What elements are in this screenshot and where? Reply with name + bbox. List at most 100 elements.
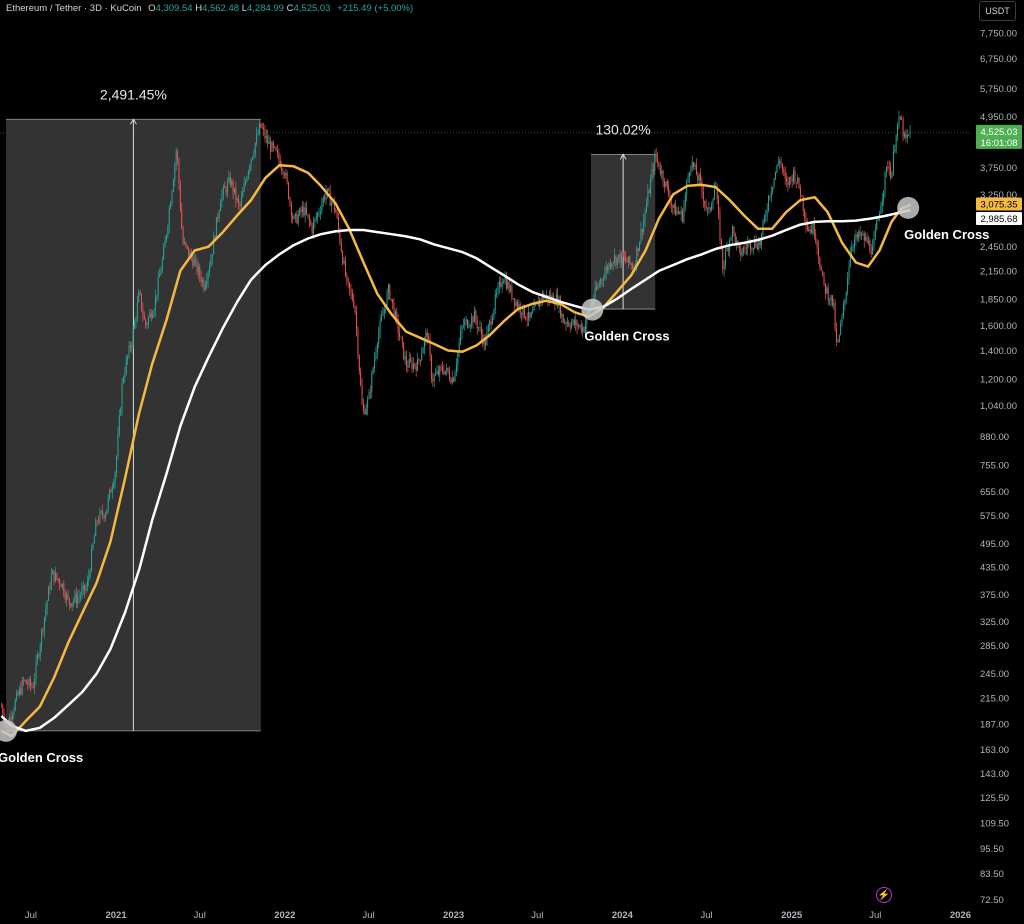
candle-body (256, 134, 258, 144)
candle-body (254, 143, 256, 154)
candle-body (361, 385, 363, 405)
candle-body (221, 193, 223, 203)
candle-body (24, 680, 26, 681)
open-label: O (148, 3, 156, 14)
candle-body (577, 325, 579, 328)
candle-body (887, 166, 889, 168)
candle-body (877, 217, 879, 221)
candle-body (769, 196, 771, 198)
candle-body (197, 266, 199, 273)
candle-body (436, 370, 438, 374)
candle-body (623, 256, 625, 258)
candle-body (462, 325, 464, 327)
candle-body (713, 189, 715, 200)
candle-body (691, 161, 693, 168)
candle-body (383, 309, 385, 315)
candle-body (607, 266, 609, 270)
candle-body (224, 186, 226, 188)
candle-body (25, 680, 27, 684)
candle-body (658, 161, 660, 169)
candle-body (726, 247, 728, 252)
candle-body (18, 688, 20, 695)
price-tick-label: 83.50 (980, 869, 1004, 880)
candle-body (655, 153, 657, 158)
price-tick-label: 1,850.00 (980, 294, 1017, 305)
candle-body (680, 210, 682, 215)
candle-body (755, 240, 757, 247)
candle-body (20, 688, 22, 694)
lightning-icon[interactable]: ⚡ (876, 887, 892, 903)
candle-body (50, 574, 52, 589)
candle-body (397, 318, 399, 333)
candle-body (73, 600, 75, 603)
candle-body (568, 322, 570, 326)
price-axis[interactable]: 7,750.00 6,750.00 5,750.00 4,950.00 3,750.00… (980, 29, 1017, 906)
candle-body (817, 247, 819, 258)
candle-body (444, 370, 446, 374)
candle-body (708, 207, 710, 209)
candle-body (718, 198, 720, 214)
candle-body (426, 332, 428, 337)
candle-body (81, 589, 83, 596)
candle-body (150, 312, 152, 319)
candle-body (267, 136, 269, 144)
candle-body (118, 415, 120, 434)
candle-body (394, 311, 396, 318)
candle-body (774, 172, 776, 179)
golden-cross-marker (897, 196, 920, 219)
candle-body (200, 276, 202, 283)
time-axis[interactable]: Jul 2021 Jul 2022 Jul 2023 Jul 2024 Jul 2025 Jul 20… (25, 910, 971, 921)
candle-body (686, 182, 688, 195)
candle-body (74, 593, 76, 601)
candle-body (501, 283, 503, 287)
candle-body (454, 372, 456, 382)
candle-body (530, 313, 532, 318)
candle-body (562, 313, 564, 323)
candle-body (461, 326, 463, 333)
candle-body (145, 319, 147, 326)
candle-body (762, 221, 764, 234)
candle-body (784, 171, 786, 179)
candle-body (242, 191, 244, 198)
candle-body (135, 319, 137, 322)
candle-body (759, 241, 761, 245)
candle-body (676, 211, 678, 216)
candle-body (239, 203, 241, 207)
candle-body (351, 292, 353, 301)
candle-body (14, 700, 16, 711)
candle-body (898, 116, 900, 125)
candle-body (294, 213, 296, 217)
candle-body (440, 366, 442, 368)
candle-body (195, 259, 197, 261)
candle-body (308, 216, 310, 222)
candle-body (465, 319, 467, 322)
candle-body (902, 119, 904, 137)
candle-body (514, 298, 516, 306)
symbol-title[interactable]: Ethereum / Tether · 3D · KuCoin (6, 3, 142, 14)
candle-body (475, 311, 477, 321)
candle-body (243, 183, 245, 192)
candle-body (540, 298, 542, 300)
change-value: +215.49 (+5.00%) (337, 3, 414, 14)
candle-body (333, 201, 335, 211)
price-tick-label: 7,750.00 (980, 29, 1017, 40)
candle-body (289, 198, 291, 203)
candle-body (586, 314, 588, 325)
candle-body (645, 204, 647, 212)
candle-body (716, 188, 718, 199)
time-tick-label: 2025 (781, 910, 803, 921)
candle-body (723, 264, 725, 270)
candle-body (819, 257, 821, 268)
candle-body (45, 609, 47, 618)
candle-body (213, 236, 215, 255)
golden-cross-marker (0, 719, 18, 742)
candle-body (185, 242, 187, 246)
candle-body (411, 361, 413, 369)
candle-body (240, 197, 242, 207)
candle-body (447, 367, 449, 373)
candle-body (125, 359, 127, 374)
currency-button[interactable]: USDT (979, 1, 1016, 21)
candle-body (659, 168, 661, 174)
